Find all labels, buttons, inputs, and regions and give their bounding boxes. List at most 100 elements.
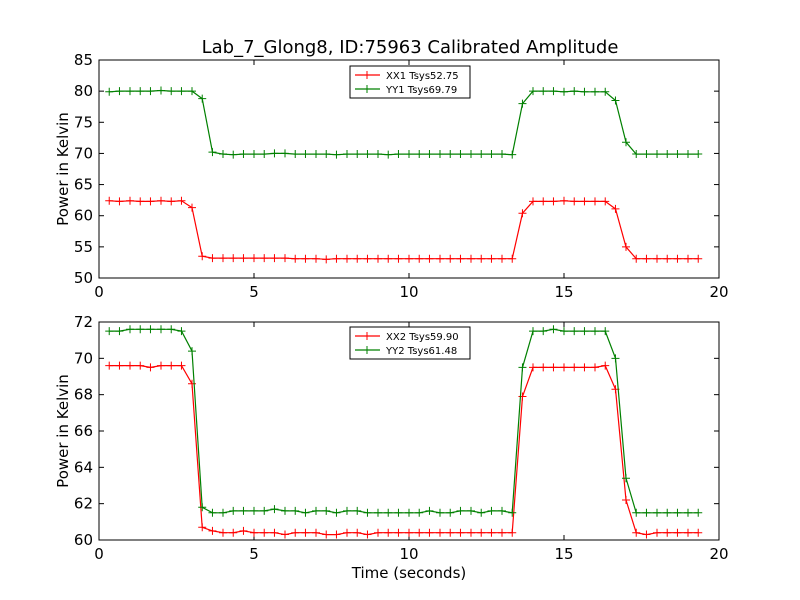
data-point	[456, 254, 465, 263]
data-point	[198, 94, 207, 103]
data-point	[115, 327, 124, 336]
data-point	[632, 254, 641, 263]
data-point	[146, 325, 155, 334]
y-axis-label: Power in Kelvin	[54, 374, 72, 488]
data-point	[353, 506, 362, 515]
data-point	[157, 361, 165, 370]
chart-1: 0 5 10 15 20 50 55 60 65 70 75 80 85 Power in Kelvin X…	[54, 51, 729, 301]
data-point	[549, 363, 558, 372]
y-tick-label: 70	[74, 144, 93, 162]
data-point	[353, 528, 362, 537]
data-point	[622, 138, 630, 147]
legend-box	[349, 65, 471, 99]
data-point	[467, 528, 475, 537]
data-point	[363, 150, 372, 159]
y-tick-label: 72	[74, 313, 93, 331]
data-point	[642, 150, 651, 159]
x-tick-label: 5	[249, 545, 259, 563]
series-line	[109, 364, 699, 536]
data-point	[663, 508, 672, 517]
legend-label: YY1 Tsys69.79	[385, 85, 457, 96]
legend-marker	[363, 71, 371, 79]
data-point	[363, 254, 372, 263]
data-point	[456, 506, 465, 515]
data-point	[208, 526, 217, 535]
data-point	[560, 363, 568, 372]
data-point	[167, 325, 176, 334]
data-point	[229, 150, 238, 159]
data-point	[291, 254, 300, 263]
data-point	[239, 150, 248, 159]
data-point	[539, 327, 548, 336]
data-point	[384, 254, 393, 263]
data-point	[312, 254, 320, 263]
data-point	[580, 363, 589, 372]
legend-marker	[363, 332, 371, 340]
data-point	[601, 327, 610, 336]
data-point	[394, 508, 403, 517]
data-point	[601, 87, 610, 96]
data-point	[157, 325, 165, 334]
data-point	[498, 150, 506, 159]
legend-label: YY2 Tsys61.48	[385, 346, 457, 357]
data-point	[601, 361, 610, 370]
data-point	[405, 528, 413, 537]
data-point	[446, 254, 455, 263]
data-point	[177, 87, 186, 96]
data-point	[622, 474, 630, 483]
series-2	[105, 86, 703, 159]
x-axis-label: Time (seconds)	[351, 564, 467, 582]
data-point	[653, 508, 661, 517]
data-point	[384, 528, 393, 537]
data-point	[477, 528, 486, 537]
data-point	[642, 530, 651, 539]
data-point	[415, 508, 424, 517]
series-line	[109, 328, 699, 514]
data-point	[684, 528, 692, 537]
data-point	[291, 528, 300, 537]
y-tick-label: 65	[74, 176, 93, 194]
data-point	[477, 254, 486, 263]
y-tick-label: 85	[74, 51, 93, 69]
data-point	[560, 87, 568, 96]
data-point	[642, 508, 651, 517]
data-point	[260, 254, 269, 263]
data-point	[322, 255, 331, 264]
x-tick-label: 20	[709, 283, 728, 301]
data-point	[281, 530, 289, 539]
data-point	[281, 149, 289, 158]
data-point	[374, 528, 382, 537]
data-point	[312, 506, 320, 515]
y-tick-label: 50	[74, 269, 93, 287]
data-point	[694, 150, 703, 159]
data-point	[219, 508, 227, 517]
data-point	[405, 254, 413, 263]
data-point	[570, 363, 579, 372]
data-point	[694, 254, 703, 263]
series-line	[109, 200, 699, 260]
data-point	[487, 528, 496, 537]
data-point	[549, 325, 558, 334]
data-point	[105, 327, 114, 336]
data-point	[115, 361, 124, 370]
data-point	[477, 150, 486, 159]
data-point	[146, 87, 155, 96]
data-point	[549, 197, 558, 206]
data-point	[518, 209, 527, 218]
data-point	[673, 528, 682, 537]
data-point	[229, 506, 238, 515]
data-point	[177, 196, 186, 205]
data-point	[684, 508, 692, 517]
data-point	[270, 149, 279, 158]
data-point	[549, 87, 558, 96]
data-point	[580, 197, 589, 206]
y-tick-label: 75	[74, 113, 93, 131]
y-tick-label: 64	[74, 458, 93, 476]
x-tick-label: 10	[399, 283, 418, 301]
data-point	[312, 150, 320, 159]
data-point	[591, 327, 599, 336]
data-point	[405, 508, 413, 517]
data-point	[394, 150, 403, 159]
